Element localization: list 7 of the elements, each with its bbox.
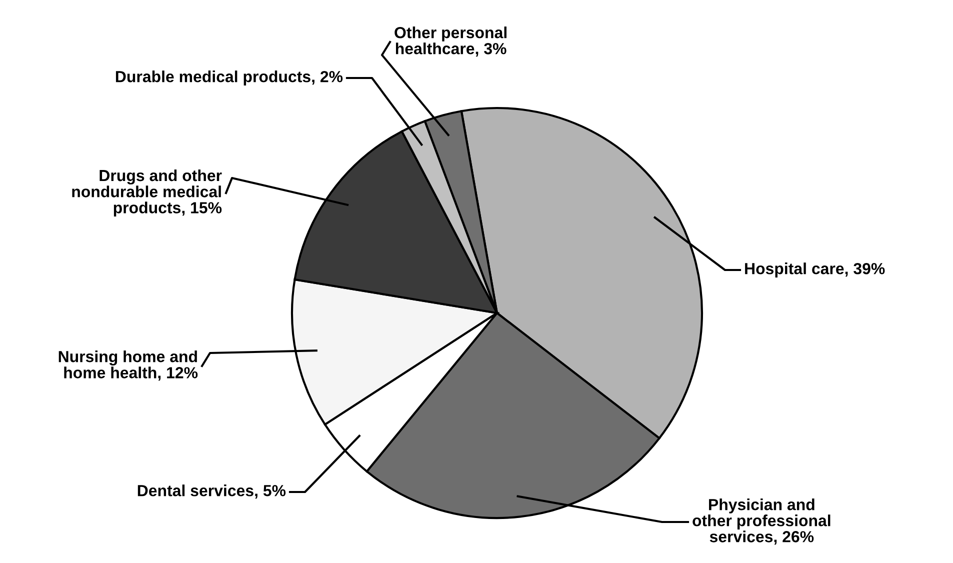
slice-label: Dental services, 5% (138, 484, 286, 499)
slice-label: Hospital care, 39% (745, 262, 885, 278)
slice-label: Other personal healthcare, 3% (394, 26, 506, 57)
slice-label: Drugs and other nondurable medical products, 15% (72, 169, 222, 217)
slice-label: Nursing home and home health, 12% (58, 350, 198, 381)
slice-label: Physician and other professional services, 26% (692, 498, 830, 545)
slice-label: Durable medical products, 2% (116, 70, 343, 86)
